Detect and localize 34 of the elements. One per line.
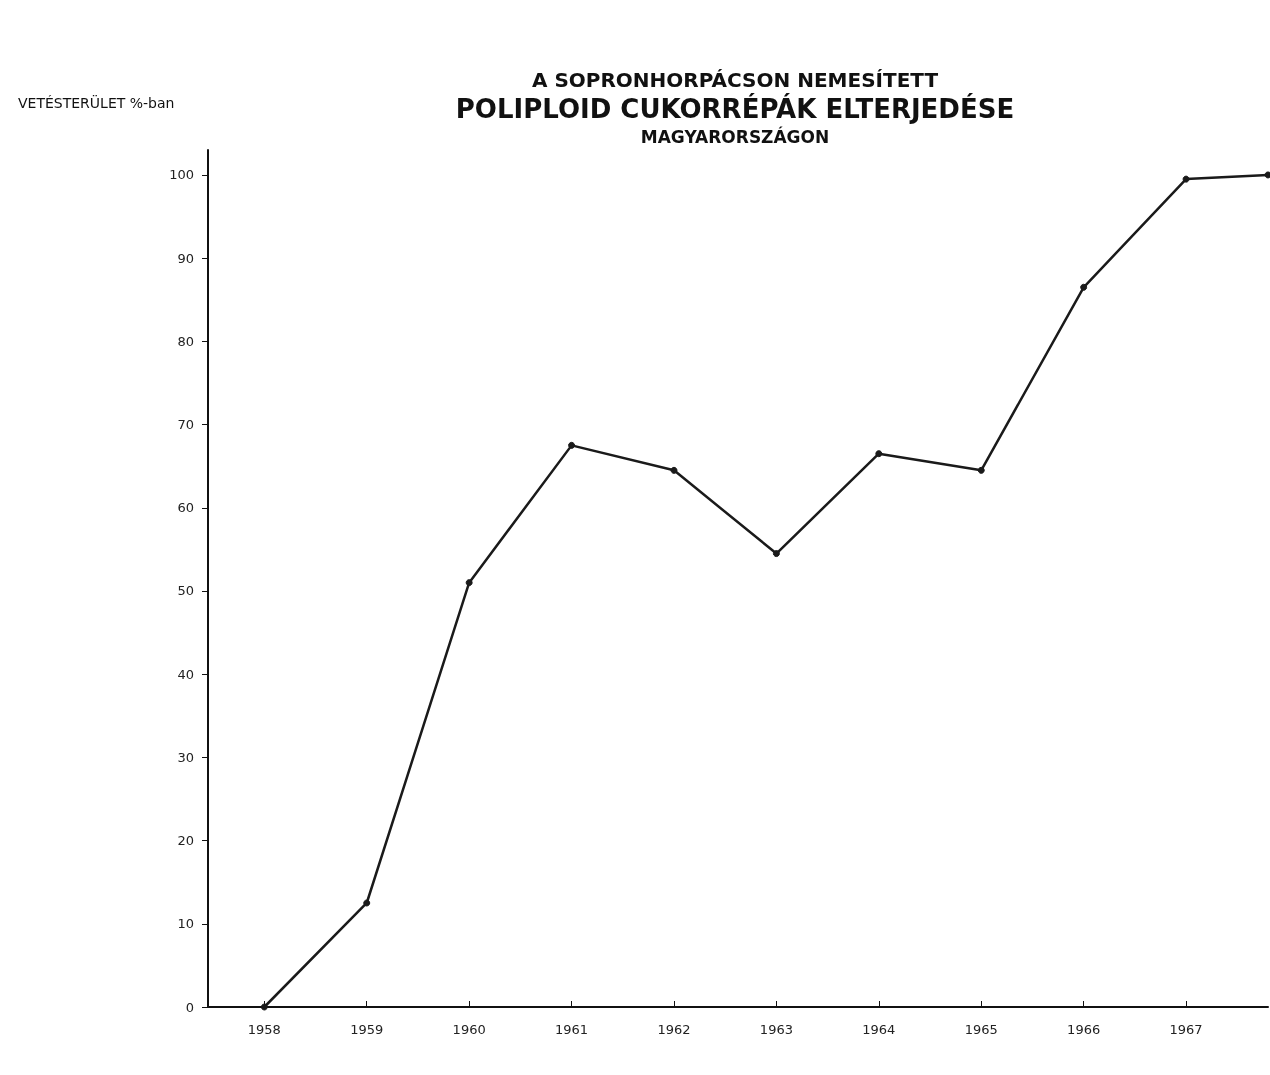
x-tick-label: 1959 (350, 1022, 384, 1037)
y-tick-label: 50 (177, 583, 194, 599)
x-tick-label: 1964 (862, 1022, 896, 1037)
point (260, 1003, 268, 1011)
y-tick-label: 80 (177, 333, 194, 349)
y-tick-label: 60 (177, 500, 194, 516)
chart-title: A SOPRONHORPÁCSON NEMESÍTETT POLIPLOID CUKORRÉPÁK ELTERJEDÉSE MAGYARORSZÁGON (455, 68, 1015, 147)
y-tick-label: 70 (177, 417, 194, 433)
point (1182, 175, 1190, 183)
x-tick-label: 1961 (555, 1022, 589, 1037)
point (465, 579, 473, 587)
y-tick-label: 90 (177, 250, 194, 266)
y-tick-label: 20 (177, 833, 194, 849)
x-tick-label: 1960 (452, 1022, 486, 1037)
y-axis-title: VETÉSTERÜLET %-ban (18, 94, 175, 111)
x-tick-label: 1962 (657, 1022, 691, 1037)
point (875, 450, 883, 458)
y-tick-label: 40 (177, 666, 194, 682)
point (977, 466, 985, 474)
y-tick-label: 100 (169, 167, 194, 183)
y-tick-label: 10 (177, 916, 194, 932)
point (772, 550, 780, 558)
x-tick-label: 1966 (1067, 1022, 1101, 1037)
point (363, 899, 371, 907)
point (1264, 171, 1270, 179)
x-tick-label: 1965 (964, 1022, 998, 1037)
y-tick-label: 0 (185, 999, 194, 1015)
x-tick-label: 1967 (1169, 1022, 1203, 1037)
y-tick-label: 30 (177, 749, 194, 765)
point (568, 441, 576, 449)
point (670, 466, 678, 474)
point (1080, 283, 1088, 291)
x-tick-label: 1958 (247, 1022, 281, 1037)
x-tick-label: 1963 (759, 1022, 793, 1037)
